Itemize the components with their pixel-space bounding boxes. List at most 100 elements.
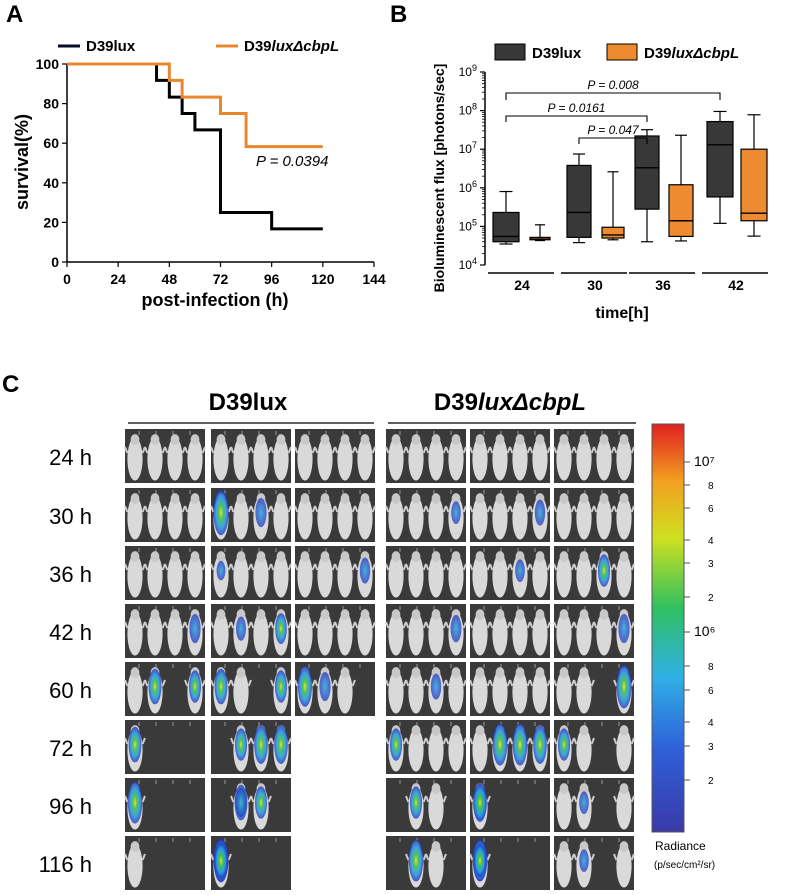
x-axis-label: post-infection (h)	[142, 290, 289, 310]
mouse-limb	[287, 505, 292, 513]
biolum-signal	[255, 498, 267, 528]
mouse-limb	[354, 505, 359, 513]
mouse-head	[216, 551, 226, 562]
y-tick-label: 109	[459, 63, 477, 79]
biolum-signal	[558, 728, 570, 761]
row-label: 116 h	[39, 852, 92, 877]
colorbar-units: (p/sec/cm²/sr)	[654, 860, 715, 871]
mouse-limb	[385, 679, 390, 687]
mouse-limb	[371, 621, 376, 629]
mouse-limb	[553, 737, 558, 745]
mouse-limb	[210, 446, 215, 454]
y-axis-label: survival(%)	[12, 114, 32, 210]
significance-brackets: P = 0.008 P = 0.0161 P = 0.047	[505, 78, 721, 144]
colorbar-label: Radiance	[655, 839, 706, 853]
mouse-limb	[184, 446, 189, 454]
mouse-head	[451, 667, 461, 678]
survival-line-wt	[67, 62, 323, 231]
mouse-limb	[573, 563, 578, 571]
mouse-head	[300, 434, 310, 445]
mouse-head	[216, 609, 226, 620]
mouse	[512, 670, 528, 714]
mouse-head	[391, 434, 401, 445]
image-tile	[553, 546, 635, 600]
mouse-limb	[164, 621, 169, 629]
mouse-head	[431, 493, 441, 504]
mouse-head	[451, 725, 461, 736]
mouse-head	[340, 667, 350, 678]
mouse-limb	[593, 505, 598, 513]
mouse	[317, 496, 333, 540]
mouse	[273, 437, 289, 481]
mouse-limb	[553, 795, 558, 803]
mouse-limb	[144, 621, 149, 629]
biolum-signal	[216, 560, 226, 581]
image-tile	[469, 662, 551, 716]
mouse-limb	[529, 621, 534, 629]
mouse	[357, 437, 373, 481]
biolum-signal	[275, 613, 287, 644]
mouse	[492, 496, 508, 540]
mouse	[428, 728, 444, 772]
mouse	[616, 844, 632, 888]
mouse-head	[431, 434, 441, 445]
mouse-limb	[425, 505, 430, 513]
mouse-limb	[529, 679, 534, 687]
mouse-limb	[425, 621, 430, 629]
mouse-limb	[314, 563, 319, 571]
mouse-limb	[489, 679, 494, 687]
biolum-signal	[451, 501, 461, 524]
mouse-limb	[354, 621, 359, 629]
mouse	[616, 786, 632, 830]
colorbar-tick-label: 2	[708, 593, 714, 604]
mouse	[556, 554, 572, 598]
mouse-limb	[267, 795, 272, 803]
mouse-head	[559, 551, 569, 562]
mouse-limb	[509, 679, 514, 687]
mouse-limb	[201, 563, 206, 571]
colorbar-tick-label: 3	[708, 559, 714, 570]
image-tile	[385, 604, 467, 658]
biolum-signal	[236, 616, 246, 641]
image-tile	[385, 546, 467, 600]
mouse-limb	[405, 737, 410, 745]
mouse-limb	[287, 621, 292, 629]
mouse-head	[495, 434, 505, 445]
mouse	[317, 612, 333, 656]
mouse-limb	[630, 505, 635, 513]
biolum-signal	[390, 728, 402, 761]
mouse-head	[475, 609, 485, 620]
mouse-limb	[270, 446, 275, 454]
mouse-limb	[553, 679, 558, 687]
mouse-limb	[314, 621, 319, 629]
mouse	[233, 554, 249, 598]
mouse-limb	[270, 563, 275, 571]
mouse	[337, 670, 353, 714]
mouse-limb	[613, 679, 618, 687]
image-tile	[553, 778, 635, 832]
mouse	[492, 670, 508, 714]
mouse-limb	[250, 563, 255, 571]
mouse	[213, 612, 229, 656]
mouse-limb	[230, 737, 235, 745]
mouse-head	[431, 783, 441, 794]
mouse-head	[619, 551, 629, 562]
mouse	[127, 437, 143, 481]
box-wt-24	[492, 190, 520, 245]
mouse	[297, 496, 313, 540]
biolum-signal	[512, 723, 528, 766]
mouse	[556, 844, 572, 888]
mouse-limb	[486, 795, 491, 803]
mouse-limb	[469, 795, 474, 803]
mouse	[472, 496, 488, 540]
mouse-limb	[546, 505, 551, 513]
mouse	[297, 554, 313, 598]
mouse	[472, 728, 488, 772]
mouse-head	[579, 434, 589, 445]
mouse-limb	[425, 446, 430, 454]
mouse-limb	[553, 621, 558, 629]
mouse-limb	[509, 505, 514, 513]
mouse-limb	[210, 621, 215, 629]
mouse-head	[340, 609, 350, 620]
